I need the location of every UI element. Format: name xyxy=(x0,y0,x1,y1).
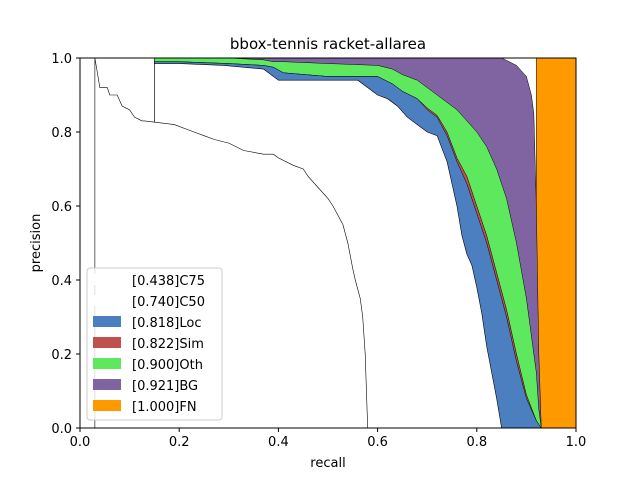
legend-label: [0.438]C75 xyxy=(132,274,205,289)
y-axis: 0.0 0.2 0.4 0.6 0.8 1.0 xyxy=(51,52,80,437)
legend-label: [0.818]Loc xyxy=(132,316,201,331)
y-tick-label: 0.2 xyxy=(51,348,72,363)
y-tick-label: 0.6 xyxy=(51,200,72,215)
y-tick-label: 0.8 xyxy=(51,126,72,141)
x-axis-label: recall xyxy=(310,456,345,471)
legend-swatch xyxy=(93,379,121,390)
legend-swatch xyxy=(93,295,121,306)
chart-title: bbox-tennis racket-allarea xyxy=(230,35,426,53)
legend-label: [0.921]BG xyxy=(132,379,198,394)
y-axis-label: precision xyxy=(29,214,44,273)
x-tick-label: 0.4 xyxy=(268,435,289,450)
x-axis: 0.0 0.2 0.4 0.6 0.8 1.0 xyxy=(70,428,587,450)
y-tick-label: 1.0 xyxy=(51,52,72,67)
x-tick-label: 0.0 xyxy=(70,435,91,450)
legend-label: [1.000]FN xyxy=(132,400,197,415)
plot-area xyxy=(94,57,577,429)
legend-swatch xyxy=(93,400,121,411)
legend: [0.438]C75 [0.740]C50 [0.818]Loc [0.822]Sim… xyxy=(86,267,223,421)
legend-swatch xyxy=(93,274,121,285)
x-tick-label: 0.2 xyxy=(169,435,190,450)
legend-swatch xyxy=(93,316,121,327)
legend-swatch xyxy=(93,358,121,369)
area-1-000-fn xyxy=(536,57,577,429)
y-tick-label: 0.4 xyxy=(51,274,72,289)
x-tick-label: 0.8 xyxy=(466,435,487,450)
axes-frame xyxy=(79,57,577,429)
x-tick-label: 1.0 xyxy=(566,435,587,450)
legend-label: [0.822]Sim xyxy=(132,337,204,352)
x-tick-label: 0.6 xyxy=(367,435,388,450)
legend-label: [0.900]Oth xyxy=(132,358,203,373)
legend-swatch xyxy=(93,337,121,348)
legend-label: [0.740]C50 xyxy=(132,295,205,310)
y-tick-label: 0.0 xyxy=(51,422,72,437)
